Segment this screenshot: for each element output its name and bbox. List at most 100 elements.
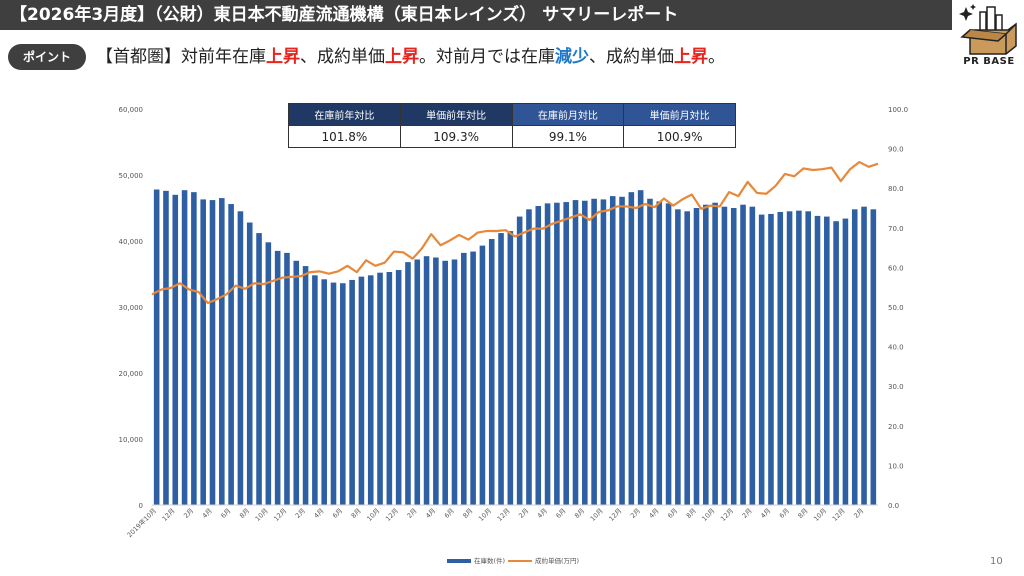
inventory-bar [675,209,681,505]
inventory-bar [358,276,365,505]
x-tick-label: 6月 [778,507,791,520]
summary-text: 【首都圏】対前年在庫上昇、成約単価上昇。対前月では在庫減少、成約単価上昇。 [96,44,725,70]
inventory-bar [637,190,644,505]
x-tick-label: 6月 [554,507,567,520]
y-left-tick-label: 50,000 [119,172,144,180]
inventory-bar [200,199,206,506]
inventory-bar [433,257,439,505]
stats-header-inventory-yoy: 在庫前年対比 [288,103,401,126]
inventory-bar [153,189,160,505]
inventory-bar [516,216,523,505]
inventory-bar [414,259,421,505]
x-tick-label: 6月 [443,507,456,520]
legend-line-label: 成約単価(万円) [535,556,579,565]
inventory-bar [172,194,179,506]
inventory-bar [600,199,607,506]
inventory-bar [228,204,234,506]
x-tick-label: 12月 [384,507,400,523]
inventory-bar [377,272,383,505]
y-right-tick-label: 100.0 [888,106,908,114]
inventory-bar [470,251,476,505]
x-tick-label: 4月 [536,507,549,520]
inventory-bar [451,259,458,505]
inventory-bar [786,211,793,506]
x-tick-label: 2月 [741,507,754,520]
inventory-bar [582,200,588,506]
inventory-bar [181,190,188,505]
x-tick-label: 8月 [350,507,363,520]
inventory-bar [758,214,765,505]
x-tick-label: 12月 [496,507,512,523]
x-tick-label: 12月 [719,507,735,523]
x-tick-label: 2月 [294,507,307,520]
inventory-bar [628,192,635,505]
inventory-bar [498,233,504,505]
x-tick-label: 2月 [406,507,419,520]
legend-bar-swatch [447,559,471,563]
y-left-tick-label: 10,000 [119,436,144,444]
inventory-bar [814,215,821,506]
inventory-bar [302,266,309,505]
y-right-tick-label: 90.0 [888,146,904,154]
summary-segment: 上昇 [266,47,300,67]
stats-header-price-mom: 単価前月対比 [623,103,736,126]
y-left-tick-label: 60,000 [119,106,144,114]
inventory-bar [442,260,448,505]
inventory-bar [367,275,374,505]
inventory-bar [833,221,839,505]
y-right-tick-label: 10.0 [888,462,904,470]
inventory-bar [730,208,737,505]
inventory-bar [619,196,625,505]
stats-value-price-mom: 100.9% [623,125,736,148]
inventory-bar [665,203,672,505]
y-left-tick-label: 0 [139,502,143,510]
x-tick-label: 10月 [477,507,493,523]
y-right-tick-label: 0.0 [888,502,899,510]
stats-value-inventory-yoy: 101.8% [288,125,401,148]
x-tick-label: 12月 [607,507,623,523]
inventory-bar [163,190,169,505]
x-tick-label: 2月 [852,507,865,520]
stats-value-inventory-mom: 99.1% [511,125,625,148]
y-left-tick-label: 30,000 [119,304,144,312]
inventory-bar [265,242,272,505]
y-left-tick-label: 40,000 [119,238,144,246]
inventory-bar [479,245,486,505]
stats-table: 在庫前年対比 単価前年対比 在庫前月対比 単価前月対比 101.8% 109.3… [288,103,736,148]
x-tick-label: 12月 [161,507,177,523]
inventory-bar [219,198,225,505]
inventory-bar [554,202,560,505]
y-right-tick-label: 30.0 [888,383,904,391]
y-right-tick-label: 80.0 [888,185,904,193]
x-tick-label: 10月 [589,507,605,523]
inventory-bar [870,209,877,505]
inventory-bar [321,279,327,505]
y-left-tick-label: 20,000 [119,370,144,378]
inventory-bar [507,231,514,505]
page-title: 【2026年3月度】（公財）東日本不動産流通機構（東日本レインズ） サマリーレポ… [10,5,679,25]
summary-segment: 、成約単価 [589,47,674,67]
inventory-bar [284,252,290,505]
x-tick-label: 6月 [331,507,344,520]
inventory-bar [488,239,495,505]
summary-segment: 上昇 [385,47,419,67]
inventory-bar [544,203,551,505]
x-tick-label: 8月 [796,507,809,520]
logo-text: PR BASE [963,56,1015,67]
stats-header-inventory-mom: 在庫前月対比 [511,103,625,126]
inventory-bar [395,270,402,505]
x-tick-label: 2月 [182,507,195,520]
inventory-bar [851,209,858,505]
x-tick-label: 4月 [648,507,661,520]
inventory-bar [349,279,355,505]
summary-segment: 減少 [555,47,589,67]
x-tick-label: 12月 [272,507,288,523]
x-tick-label: 8月 [461,507,474,520]
inventory-bar [842,218,849,505]
inventory-bar [340,283,346,505]
y-right-tick-label: 70.0 [888,225,904,233]
inventory-bar [312,275,318,505]
inventory-bar [461,252,467,505]
x-tick-label: 4月 [201,507,214,520]
